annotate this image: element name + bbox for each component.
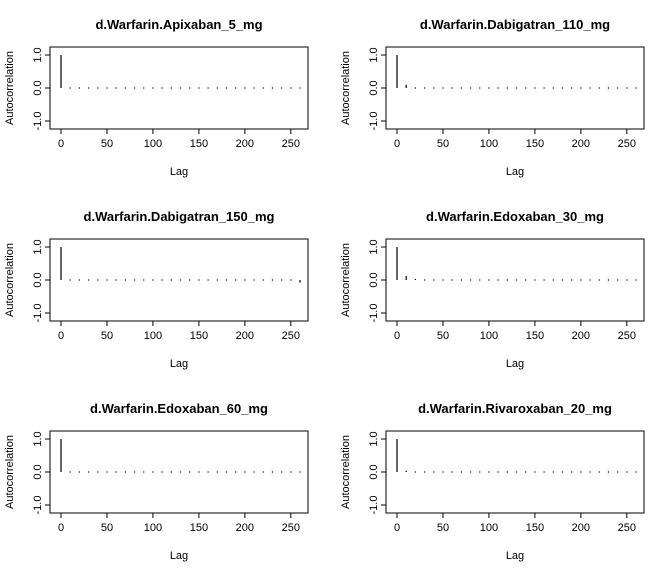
x-tick-label: 250 — [282, 138, 300, 150]
chart-title: d.Warfarin.Dabigatran_110_mg — [420, 17, 610, 32]
y-tick-label: 0.0 — [368, 80, 380, 95]
y-tick-label: -1.0 — [32, 496, 44, 515]
y-tick-label: 1.0 — [368, 239, 380, 254]
acf-panel: d.Warfarin.Apixaban_5_mg 0 50 100 150 200 250 -… — [4, 17, 309, 178]
x-tick-label: 0 — [58, 522, 64, 534]
chart-title: d.Warfarin.Apixaban_5_mg — [95, 17, 262, 32]
y-axis-label: Autocorrelation — [4, 51, 16, 125]
x-tick-label: 200 — [236, 522, 254, 534]
y-tick-label: 1.0 — [32, 431, 44, 446]
y-tick-label: 1.0 — [32, 47, 44, 62]
x-tick-label: 0 — [394, 138, 400, 150]
y-tick-label: -1.0 — [32, 112, 44, 131]
x-tick-label: 200 — [572, 330, 590, 342]
x-tick-label: 100 — [480, 330, 498, 342]
x-tick-label: 0 — [58, 330, 64, 342]
x-tick-label: 150 — [190, 330, 208, 342]
x-tick-label: 250 — [282, 522, 300, 534]
chart-title: d.Warfarin.Rivaroxaban_20_mg — [418, 401, 612, 416]
acf-panel: d.Warfarin.Rivaroxaban_20_mg 0 50 100 150 200… — [340, 401, 645, 562]
x-tick-label: 50 — [437, 138, 449, 150]
x-tick-label: 150 — [526, 138, 544, 150]
chart-title: d.Warfarin.Edoxaban_60_mg — [90, 401, 268, 416]
acf-panel: d.Warfarin.Dabigatran_110_mg 0 50 100 150 200… — [340, 17, 645, 178]
y-tick-label: 1.0 — [368, 47, 380, 62]
x-tick-label: 100 — [480, 522, 498, 534]
x-tick-label: 50 — [101, 522, 113, 534]
acf-panel: d.Warfarin.Dabigatran_150_mg 0 50 100 150 200… — [4, 209, 309, 370]
chart-title: d.Warfarin.Dabigatran_150_mg — [84, 209, 275, 224]
y-tick-label: -1.0 — [32, 304, 44, 323]
x-tick-label: 200 — [236, 330, 254, 342]
x-tick-label: 0 — [58, 138, 64, 150]
x-tick-label: 150 — [190, 522, 208, 534]
y-tick-label: 0.0 — [32, 272, 44, 287]
x-tick-label: 100 — [144, 138, 162, 150]
y-tick-label: 1.0 — [368, 431, 380, 446]
x-tick-label: 50 — [101, 330, 113, 342]
y-axis-label: Autocorrelation — [340, 51, 352, 125]
y-axis-label: Autocorrelation — [340, 435, 352, 509]
y-tick-label: 0.0 — [32, 464, 44, 479]
y-tick-label: 1.0 — [32, 239, 44, 254]
x-tick-label: 150 — [526, 330, 544, 342]
x-tick-label: 250 — [282, 330, 300, 342]
x-tick-label: 50 — [437, 522, 449, 534]
x-tick-label: 50 — [101, 138, 113, 150]
x-axis-label: Lag — [170, 358, 188, 370]
x-tick-label: 0 — [394, 522, 400, 534]
x-tick-label: 150 — [190, 138, 208, 150]
y-axis-label: Autocorrelation — [340, 243, 352, 317]
x-tick-label: 250 — [618, 138, 636, 150]
x-tick-label: 0 — [394, 330, 400, 342]
y-axis-label: Autocorrelation — [4, 243, 16, 317]
x-axis-label: Lag — [506, 550, 524, 562]
x-axis-label: Lag — [506, 166, 524, 178]
x-tick-label: 150 — [526, 522, 544, 534]
y-axis-label: Autocorrelation — [4, 435, 16, 509]
x-axis-label: Lag — [170, 550, 188, 562]
x-tick-label: 100 — [480, 138, 498, 150]
acf-panel: d.Warfarin.Edoxaban_30_mg 0 50 100 150 200 250… — [340, 209, 645, 370]
chart-title: d.Warfarin.Edoxaban_30_mg — [426, 209, 604, 224]
x-tick-label: 250 — [618, 522, 636, 534]
y-tick-label: 0.0 — [368, 464, 380, 479]
y-tick-label: -1.0 — [368, 112, 380, 131]
x-axis-label: Lag — [170, 166, 188, 178]
x-tick-label: 200 — [572, 138, 590, 150]
y-tick-label: 0.0 — [368, 272, 380, 287]
x-axis-label: Lag — [506, 358, 524, 370]
x-tick-label: 200 — [236, 138, 254, 150]
acf-panel: d.Warfarin.Edoxaban_60_mg 0 50 100 150 200 250… — [4, 401, 309, 562]
x-tick-label: 50 — [437, 330, 449, 342]
x-tick-label: 200 — [572, 522, 590, 534]
y-tick-label: -1.0 — [368, 496, 380, 515]
y-tick-label: -1.0 — [368, 304, 380, 323]
x-tick-label: 100 — [144, 330, 162, 342]
y-tick-label: 0.0 — [32, 80, 44, 95]
x-tick-label: 100 — [144, 522, 162, 534]
x-tick-label: 250 — [618, 330, 636, 342]
